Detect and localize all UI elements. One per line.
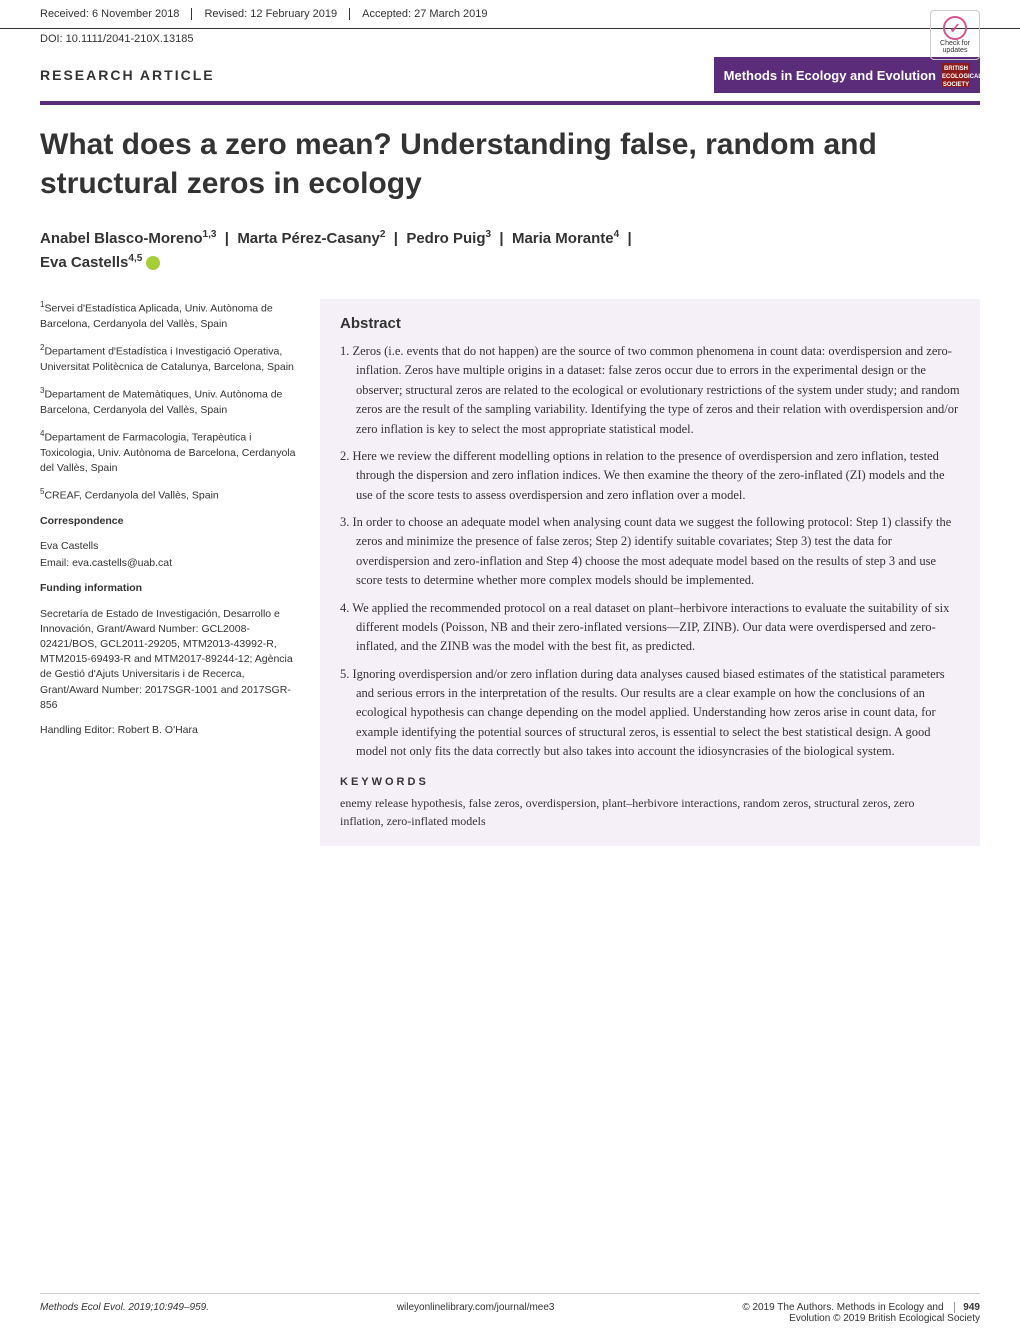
author-1-sup: 1,3 (203, 229, 217, 240)
accepted-cell: Accepted: 27 March 2019 (350, 8, 499, 20)
affiliation-sup: 3 (40, 386, 44, 395)
author-3-sup: 3 (486, 229, 492, 240)
affiliation-sup: 5 (40, 487, 44, 496)
affiliation-item: 4Departament de Farmacologia, Terapèutic… (40, 428, 300, 476)
right-column: Abstract 1. Zeros (i.e. events that do n… (320, 299, 980, 846)
journal-badge: Methods in Ecology and Evolution BRITISH… (714, 57, 980, 93)
left-column: 1Servei d'Estadística Aplicada, Univ. Au… (40, 299, 300, 846)
abstract-box: Abstract 1. Zeros (i.e. events that do n… (320, 299, 980, 846)
abstract-item: 1. Zeros (i.e. events that do not happen… (340, 342, 960, 439)
funding-head: Funding information (40, 581, 300, 596)
keywords-text: enemy release hypothesis, false zeros, o… (340, 794, 960, 830)
accepted-date: 27 March 2019 (414, 8, 487, 20)
title-divider (40, 101, 980, 105)
revised-cell: Revised: 12 February 2019 (192, 8, 350, 20)
author-5: Eva Castells (40, 254, 128, 271)
received-date: 6 November 2018 (92, 8, 179, 20)
abstract-item: 3. In order to choose an adequate model … (340, 513, 960, 591)
affiliation-sup: 4 (40, 429, 44, 438)
footer-right: © 2019 The Authors. Methods in Ecology a… (742, 1302, 980, 1324)
author-3: Pedro Puig (406, 230, 485, 247)
received-label: Received: (40, 8, 89, 20)
editor-line: Handling Editor: Robert B. O'Hara (40, 723, 300, 738)
abstract-head: Abstract (340, 315, 960, 332)
funding-text: Secretaría de Estado de Investigación, D… (40, 607, 300, 714)
abstract-item: 2. Here we review the different modellin… (340, 447, 960, 505)
footer-center: wileyonlinelibrary.com/journal/mee3 (397, 1302, 555, 1324)
check-updates-badge[interactable]: ✓ Check for updates (930, 10, 980, 60)
author-1: Anabel Blasco-Moreno (40, 230, 203, 247)
correspondence-name: Eva Castells (40, 539, 300, 554)
abstract-item: 5. Ignoring overdispersion and/or zero i… (340, 665, 960, 762)
author-4-sup: 4 (614, 229, 620, 240)
revised-label: Revised: (204, 8, 247, 20)
author-4: Maria Morante (512, 230, 614, 247)
main-content: 1Servei d'Estadística Aplicada, Univ. Au… (0, 299, 1020, 846)
affiliation-item: 2Departament d'Estadística i Investigaci… (40, 342, 300, 375)
accepted-label: Accepted: (362, 8, 411, 20)
author-5-sup: 4,5 (128, 253, 142, 264)
footer-copyright1: © 2019 The Authors. Methods in Ecology a… (742, 1302, 943, 1313)
received-cell: Received: 6 November 2018 (40, 8, 192, 20)
abstract-list: 1. Zeros (i.e. events that do not happen… (340, 342, 960, 762)
footer-citation: Methods Ecol Evol. 2019;10:949–959. (40, 1302, 209, 1313)
check-updates-icon: ✓ (943, 16, 967, 40)
article-type-row: RESEARCH ARTICLE Methods in Ecology and … (0, 57, 1020, 101)
doi-text: DOI: 10.1111/2041-210X.13185 (0, 29, 1020, 57)
authors-block: Anabel Blasco-Moreno1,3 | Marta Pérez-Ca… (0, 227, 1020, 299)
affiliation-item: 5CREAF, Cerdanyola del Vallès, Spain (40, 486, 300, 504)
article-type-label: RESEARCH ARTICLE (40, 67, 215, 83)
society-logo-icon: BRITISHECOLOGICALSOCIETY (942, 63, 970, 87)
page-number: 949 (954, 1302, 980, 1313)
affiliation-sup: 1 (40, 300, 44, 309)
affiliation-sup: 2 (40, 343, 44, 352)
header-dates-bar: Received: 6 November 2018 Revised: 12 Fe… (0, 0, 1020, 29)
affiliation-item: 3Departament de Matemàtiques, Univ. Autò… (40, 385, 300, 418)
author-2-sup: 2 (380, 229, 386, 240)
keywords-head: KEYWORDS (340, 776, 960, 788)
correspondence-head: Correspondence (40, 514, 300, 529)
correspondence-email: Email: eva.castells@uab.cat (40, 556, 300, 571)
author-2: Marta Pérez-Casany (237, 230, 380, 247)
footer-bar: Methods Ecol Evol. 2019;10:949–959. wile… (40, 1293, 980, 1324)
affiliations-list: 1Servei d'Estadística Aplicada, Univ. Au… (40, 299, 300, 504)
article-title: What does a zero mean? Understanding fal… (0, 125, 1020, 227)
footer-copyright2: Evolution © 2019 British Ecological Soci… (789, 1313, 980, 1324)
abstract-item: 4. We applied the recommended protocol o… (340, 599, 960, 657)
footer-left: Methods Ecol Evol. 2019;10:949–959. (40, 1302, 209, 1324)
check-updates-label: Check for updates (931, 40, 979, 54)
orcid-icon[interactable] (146, 256, 160, 270)
journal-name: Methods in Ecology and Evolution (724, 68, 936, 83)
revised-date: 12 February 2019 (250, 8, 337, 20)
affiliation-item: 1Servei d'Estadística Aplicada, Univ. Au… (40, 299, 300, 332)
